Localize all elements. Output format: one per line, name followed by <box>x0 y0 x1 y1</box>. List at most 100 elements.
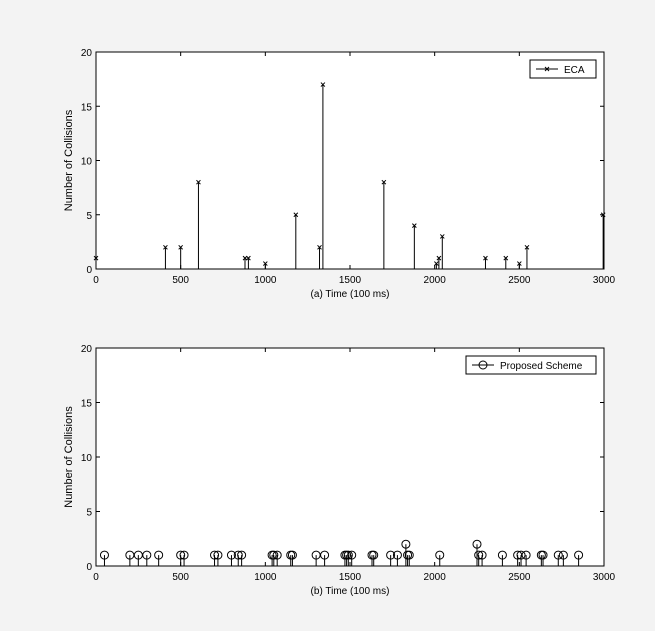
stem-marker-circle <box>404 550 414 560</box>
y-tick-label: 0 <box>86 265 92 276</box>
stem-marker-circle <box>176 550 186 560</box>
stem-marker-circle <box>210 550 220 560</box>
y-tick-label: 15 <box>81 399 93 410</box>
chart-a: 0 500 1000 1500 2000 2500 3000 0 5 10 15 20 (a) Time… <box>63 48 616 300</box>
stem-marker-x <box>516 261 522 266</box>
stem-marker-circle <box>272 550 282 560</box>
x-tick-label: 1000 <box>254 572 277 583</box>
stem-marker-x <box>242 255 248 261</box>
x-tick-label: 0 <box>93 572 99 583</box>
stem-marker-x <box>483 255 488 261</box>
y-tick-label: 0 <box>86 562 92 573</box>
legend-marker-circle <box>478 360 488 370</box>
stem-marker-stroke <box>411 223 417 228</box>
legend-marker-stroke <box>544 66 550 72</box>
stem-marker-circle <box>320 550 330 560</box>
stem-marker-circle <box>233 550 243 560</box>
x-tick-label: 3000 <box>593 572 616 583</box>
x-tick-label: 500 <box>172 275 189 286</box>
y-tick-label: 20 <box>81 48 93 59</box>
stem-marker-circle <box>474 550 484 560</box>
y-tick-label: 5 <box>86 508 92 519</box>
x-tick-label: 2500 <box>508 572 531 583</box>
stem-marker-x <box>320 82 326 87</box>
stem-marker-circle <box>392 550 402 560</box>
stem-marker-x <box>503 255 509 261</box>
x-tick-label: 2000 <box>424 572 447 583</box>
stem-marker-stroke <box>262 261 268 266</box>
stem-marker-stroke <box>242 255 248 261</box>
stem-marker-circle <box>343 550 353 560</box>
stem-marker-circle <box>213 550 223 560</box>
x-tick-label: 1000 <box>254 275 277 286</box>
plot-area <box>95 347 605 567</box>
legend-label: Proposed Scheme <box>500 361 583 372</box>
stem-marker-x <box>178 244 184 250</box>
legend-box <box>529 59 597 79</box>
x-tick-label: 3000 <box>593 275 616 286</box>
stem-marker-circle <box>142 550 152 560</box>
legend-label: ECA <box>564 65 585 76</box>
plot-area <box>95 51 605 270</box>
y-tick-label: 10 <box>81 157 93 168</box>
stem-marker-stroke <box>483 255 488 261</box>
stem-marker-x <box>93 255 99 261</box>
y-axis-label: Number of Collisions <box>63 109 75 211</box>
stem-marker-x <box>163 244 168 250</box>
stem-marker-stroke <box>93 255 99 261</box>
stem-marker-stroke <box>317 244 322 250</box>
legend-marker-x <box>544 66 550 72</box>
y-axis-label: Number of Collisions <box>63 406 75 508</box>
stem-marker-x <box>436 255 442 261</box>
stem-marker-stroke <box>516 261 522 266</box>
legend-box <box>465 355 597 375</box>
stem-marker-x <box>293 212 299 218</box>
x-tick-label: 2000 <box>424 275 447 286</box>
x-tick-label: 0 <box>93 275 99 286</box>
y-tick-label: 15 <box>81 102 93 113</box>
stem-marker-stroke <box>434 261 439 266</box>
stem-marker-circle <box>435 550 445 560</box>
stem-marker-stroke <box>503 255 509 261</box>
stem-marker-x <box>524 244 530 250</box>
stem-marker-circle <box>574 550 584 560</box>
stem-marker-circle <box>472 539 482 549</box>
stem-marker-circle <box>287 550 297 560</box>
stem-marker-x <box>439 234 445 239</box>
stem-marker-circle <box>538 550 548 560</box>
stem-marker-circle <box>553 550 563 560</box>
stem-marker-circle <box>226 550 236 560</box>
stem-marker-x <box>381 179 387 185</box>
stem-marker-circle <box>269 550 279 560</box>
stem-marker-circle <box>179 550 189 560</box>
stem-marker-circle <box>401 539 411 549</box>
x-axis-label: (a) Time (100 ms) <box>311 289 390 300</box>
x-tick-label: 1500 <box>339 572 362 583</box>
stem-marker-circle <box>386 550 396 560</box>
stem-marker-x <box>411 223 417 228</box>
stem-marker-stroke <box>293 212 299 218</box>
stem-marker-circle <box>99 550 109 560</box>
y-tick-label: 5 <box>86 211 92 222</box>
stem-marker-x <box>246 255 251 261</box>
stem-marker-stroke <box>320 82 326 87</box>
x-axis-label: (b) Time (100 ms) <box>311 586 390 597</box>
y-tick-label: 20 <box>81 344 93 355</box>
x-tick-label: 2500 <box>508 275 531 286</box>
stem-marker-circle <box>369 550 379 560</box>
stem-marker-stroke <box>600 212 606 218</box>
stem-marker-circle <box>558 550 568 560</box>
stem-marker-circle <box>154 550 164 560</box>
stem-marker-circle <box>521 550 531 560</box>
chart-b: 0 500 1000 1500 2000 2500 3000 0 5 10 15 20 (b) Time… <box>63 344 616 597</box>
stem-marker-circle <box>347 550 357 560</box>
stem-marker-circle <box>497 550 507 560</box>
stem-marker-stroke <box>246 255 251 261</box>
stem-marker-x <box>262 261 268 266</box>
x-tick-label: 1500 <box>339 275 362 286</box>
stem-marker-stroke <box>381 179 387 185</box>
stem-marker-circle <box>237 550 247 560</box>
stem-marker-circle <box>477 550 487 560</box>
stem-marker-stroke <box>524 244 530 250</box>
stem-marker-x <box>600 212 606 218</box>
